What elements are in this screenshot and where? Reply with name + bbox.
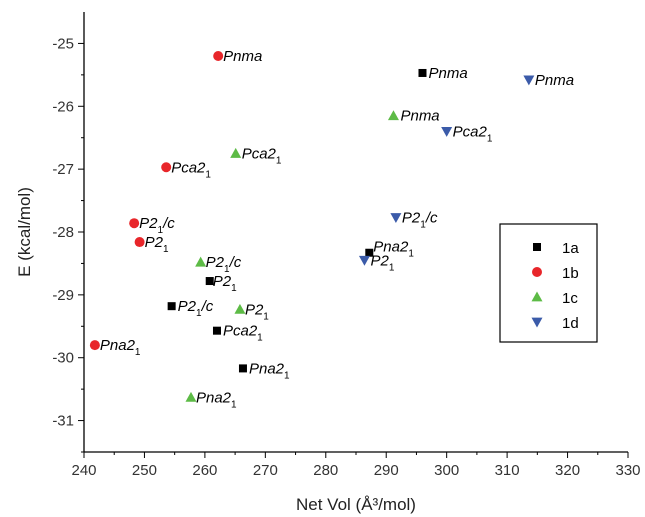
x-tick-label: 260	[192, 462, 217, 479]
point-label: Pca21	[453, 123, 493, 144]
point-label: Pna21	[196, 389, 237, 410]
point-1a	[212, 326, 221, 335]
x-tick-label: 300	[434, 462, 459, 479]
point-1c	[234, 303, 246, 314]
point-1b	[129, 218, 140, 229]
point-label: P21	[370, 252, 394, 273]
legend-box	[499, 223, 598, 343]
point-1b	[213, 51, 224, 61]
point-1b	[89, 340, 100, 351]
x-tick-label: 240	[71, 462, 96, 479]
point-label: P21	[145, 234, 169, 255]
point-1a	[365, 248, 374, 257]
point-1a	[238, 364, 247, 373]
point-label: Pna21	[100, 337, 141, 358]
legend-marker-1c	[531, 291, 543, 302]
point-label: P21/c	[206, 254, 242, 275]
x-tick-label: 280	[313, 462, 338, 479]
point-label: Pnma	[223, 48, 262, 65]
data-points	[89, 51, 535, 402]
point-label: P21	[245, 301, 269, 322]
y-tick-label: -26	[52, 98, 74, 115]
x-tick-label: 320	[555, 462, 580, 479]
point-label: Pnma	[400, 108, 439, 125]
point-1d	[523, 75, 535, 86]
point-label: P21/c	[402, 210, 438, 231]
y-tick-label: -30	[52, 350, 74, 367]
point-label: Pnma	[535, 72, 574, 89]
point-1d	[358, 255, 370, 266]
point-label: P21/c	[178, 298, 214, 319]
ticks: 240 250 260 270 280 290 300 310 320 330 -25 -26 -27 -…	[52, 35, 640, 479]
point-label: Pnma	[428, 65, 467, 82]
y-tick-label: -29	[52, 287, 74, 304]
point-1c	[195, 256, 207, 267]
x-tick-label: 310	[495, 462, 520, 479]
point-1b	[134, 237, 145, 248]
point-1a	[205, 277, 214, 286]
y-tick-label: -31	[52, 413, 74, 430]
point-label: P21	[213, 273, 237, 294]
legend-label: 1c	[562, 290, 578, 307]
point-label: Pna21	[249, 360, 290, 381]
x-tick-label: 250	[132, 462, 157, 479]
point-label: Pca21	[223, 323, 263, 344]
legend-marker-1a	[533, 243, 541, 251]
y-axis-title: E (kcal/mol)	[15, 187, 34, 277]
legend: 1a 1b 1c 1d	[499, 223, 598, 343]
legend-label: 1b	[562, 265, 579, 282]
point-labels: PnmaPna21P21P21/cPca21Pna21PnmaPca21P21/…	[100, 48, 574, 410]
y-tick-label: -28	[52, 224, 74, 241]
legend-marker-1b	[532, 267, 542, 277]
legend-label: 1d	[562, 315, 579, 332]
point-1c	[230, 147, 242, 158]
y-tick-label: -25	[52, 35, 74, 52]
x-axis-title: Net Vol (Å³/mol)	[296, 495, 416, 514]
legend-label: 1a	[562, 240, 579, 257]
point-1d	[441, 127, 453, 137]
point-1a	[418, 68, 427, 77]
point-label: Pca21	[242, 145, 282, 166]
x-tick-label: 270	[253, 462, 278, 479]
point-1c	[387, 110, 399, 121]
point-1a	[167, 302, 176, 311]
point-label: P21/c	[139, 215, 175, 236]
point-label: Pca21	[171, 159, 211, 180]
x-tick-label: 290	[374, 462, 399, 479]
legend-marker-1d	[531, 317, 543, 328]
point-1c	[185, 391, 197, 402]
point-label: Pna21	[373, 239, 414, 260]
y-tick-label: -27	[52, 161, 74, 178]
point-1b	[161, 162, 172, 173]
x-tick-label: 330	[615, 462, 640, 479]
point-1d	[390, 213, 402, 224]
